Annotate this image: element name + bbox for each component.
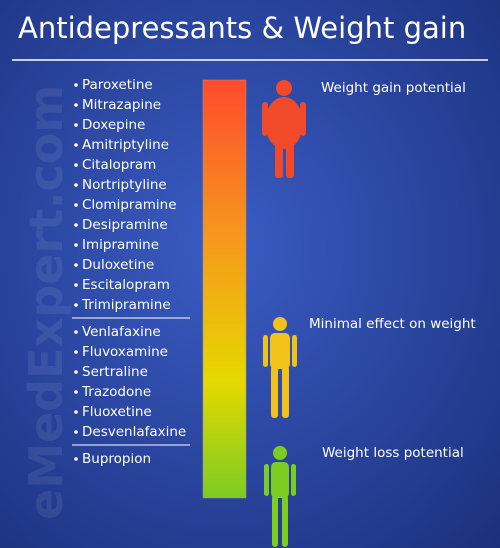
drug-name: Fluoxetine — [82, 404, 152, 420]
bullet — [74, 303, 78, 307]
figure-neutral — [263, 317, 297, 418]
bullet — [74, 203, 78, 207]
drug-name: Venlafaxine — [82, 324, 161, 340]
bullet — [74, 223, 78, 227]
figure-gain — [262, 80, 306, 178]
bullet — [74, 243, 78, 247]
scale-bar — [202, 79, 247, 499]
drug-list: Paroxetine Mitrazapine Doxepine Amitriptyli… — [72, 77, 190, 467]
drug-name: Imipramine — [82, 237, 159, 253]
drug-name: Trimipramine — [81, 297, 171, 313]
bullet — [74, 263, 78, 267]
drug-name: Desipramine — [82, 217, 168, 233]
bullet — [74, 330, 78, 334]
drug-name: Amitriptyline — [82, 137, 169, 153]
level-label: Weight loss potential — [322, 445, 464, 461]
drug-name: Clomipramine — [82, 197, 177, 213]
drug-name: Duloxetine — [82, 257, 154, 273]
bullet — [74, 123, 78, 127]
bullet — [74, 163, 78, 167]
level-label: Weight gain potential — [321, 80, 466, 96]
bullet — [74, 103, 78, 107]
bullet — [74, 283, 78, 287]
drug-name: Citalopram — [82, 157, 156, 173]
figure-loss — [264, 446, 296, 547]
bullet — [74, 143, 78, 147]
bullet — [74, 370, 78, 374]
drug-name: Doxepine — [82, 117, 145, 133]
drug-name: Nortriptyline — [82, 177, 167, 193]
bullet — [74, 390, 78, 394]
title: Antidepressants & Weight gain — [18, 11, 466, 45]
bullet — [74, 410, 78, 414]
bullet — [74, 457, 78, 461]
bullet — [74, 350, 78, 354]
drug-name: Fluvoxamine — [82, 344, 168, 360]
drug-name: Mitrazapine — [82, 97, 161, 113]
bullet — [74, 183, 78, 187]
drug-name: Sertraline — [82, 364, 148, 380]
drug-name: Escitalopram — [82, 277, 170, 293]
bullet — [74, 83, 78, 87]
drug-name: Desvenlafaxine — [82, 424, 186, 440]
drug-name: Paroxetine — [82, 77, 153, 93]
drug-name: Bupropion — [82, 451, 151, 467]
watermark: eMedExpert.com — [19, 85, 73, 520]
bullet — [74, 430, 78, 434]
drug-name: Trazodone — [81, 384, 151, 400]
level-label: Minimal effect on weight — [309, 316, 476, 332]
